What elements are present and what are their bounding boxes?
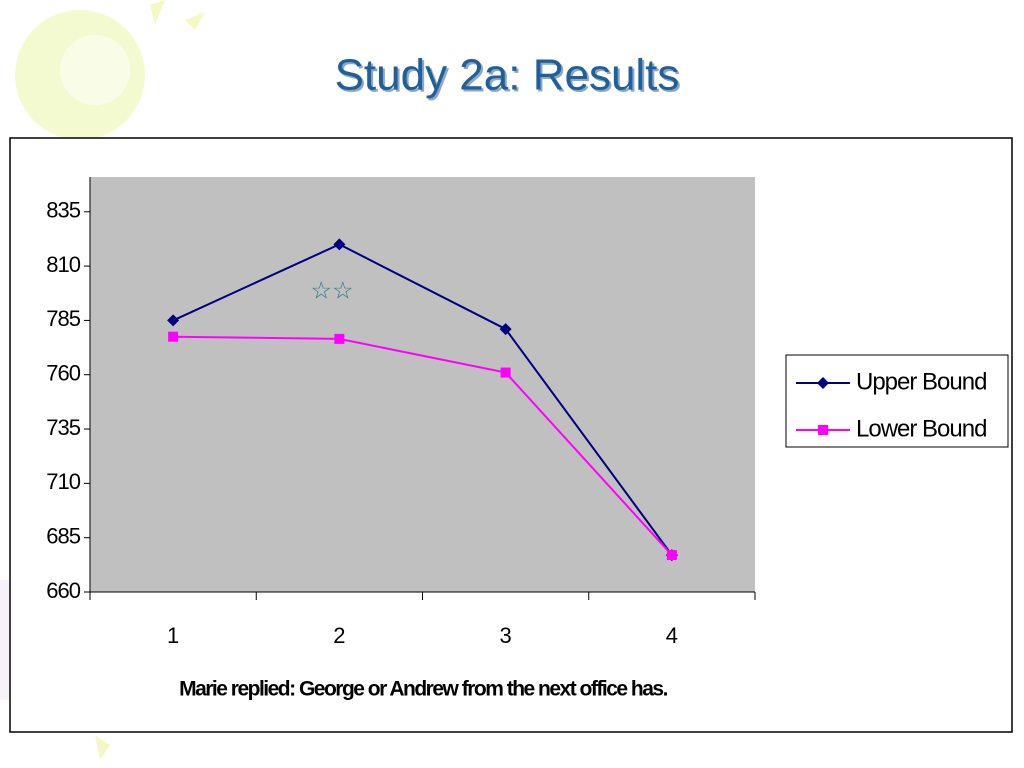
legend-marker	[818, 425, 828, 435]
data-point	[167, 314, 180, 327]
data-point	[333, 238, 346, 251]
y-tick-label: 685	[46, 523, 80, 548]
legend-marker	[817, 377, 829, 389]
y-tick-label: 760	[46, 361, 80, 386]
plot-area	[90, 177, 755, 592]
x-tick-label: 1	[167, 623, 179, 648]
title-shadow: Study 2a: Results	[337, 53, 682, 102]
x-axis-label: Marie replied: George or Andrew from the…	[179, 678, 668, 701]
x-tick-label: 3	[500, 623, 512, 648]
series-line	[172, 243, 673, 556]
data-point	[168, 331, 179, 342]
y-tick-label: 710	[46, 469, 80, 494]
data-point	[500, 367, 511, 378]
y-tick-label: 835	[46, 198, 80, 223]
y-tick-label: 810	[46, 252, 80, 277]
y-tick-label: 735	[46, 415, 80, 440]
y-tick-label: 785	[46, 306, 80, 331]
chart-title: Study 2a: Results	[335, 51, 680, 100]
data-point	[499, 323, 512, 336]
y-tick-label: 660	[46, 578, 80, 603]
annotation: ☆☆	[310, 277, 353, 304]
legend-label: Lower Bound	[856, 415, 986, 442]
x-tick-label: 2	[333, 623, 345, 648]
data-point	[666, 550, 677, 561]
data-point	[334, 333, 345, 344]
x-tick-label: 4	[666, 623, 678, 648]
legend-label: Upper Bound	[856, 368, 986, 395]
series-line	[173, 335, 673, 556]
